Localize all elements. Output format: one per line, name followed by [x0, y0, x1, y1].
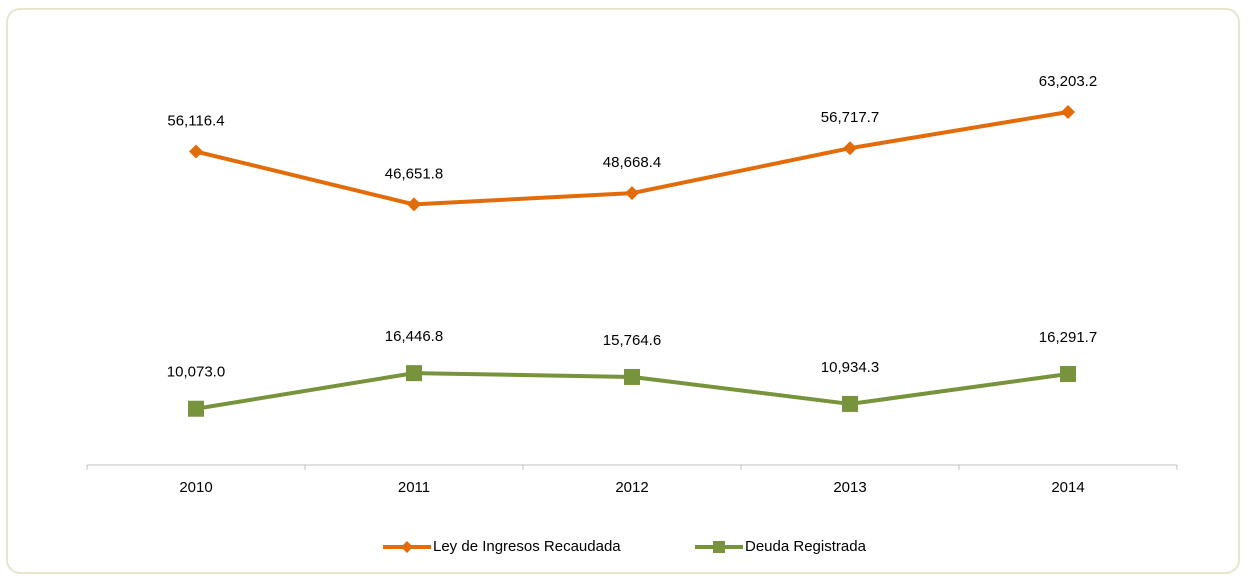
data-label: 16,291.7 [1039, 329, 1097, 346]
data-point [624, 368, 640, 385]
legend-label: Deuda Registrada [745, 538, 867, 555]
data-point [189, 144, 203, 159]
data-point [1060, 365, 1076, 382]
data-point [407, 197, 421, 212]
x-tick-label: 2010 [179, 479, 212, 496]
data-point [406, 365, 422, 382]
data-point [188, 400, 204, 417]
x-tick-label: 2014 [1051, 479, 1084, 496]
chart-frame [6, 8, 1240, 574]
data-label: 16,446.8 [385, 328, 443, 345]
data-point [625, 186, 639, 201]
legend-marker [401, 541, 413, 553]
data-label: 10,934.3 [821, 359, 879, 376]
x-tick-label: 2012 [615, 479, 648, 496]
data-label: 10,073.0 [167, 364, 225, 381]
legend-marker [713, 541, 725, 553]
data-label: 48,668.4 [603, 154, 661, 171]
data-label: 46,651.8 [385, 165, 443, 182]
data-point [843, 141, 857, 156]
data-label: 56,717.7 [821, 109, 879, 126]
data-label: 56,116.4 [167, 113, 224, 130]
legend-label: Ley de Ingresos Recaudada [433, 538, 621, 555]
data-point [842, 395, 858, 412]
data-label: 63,203.2 [1039, 73, 1097, 90]
data-label: 15,764.6 [603, 332, 661, 349]
x-tick-label: 2011 [398, 479, 430, 496]
x-tick-label: 2013 [833, 479, 866, 496]
data-point [1061, 104, 1075, 119]
